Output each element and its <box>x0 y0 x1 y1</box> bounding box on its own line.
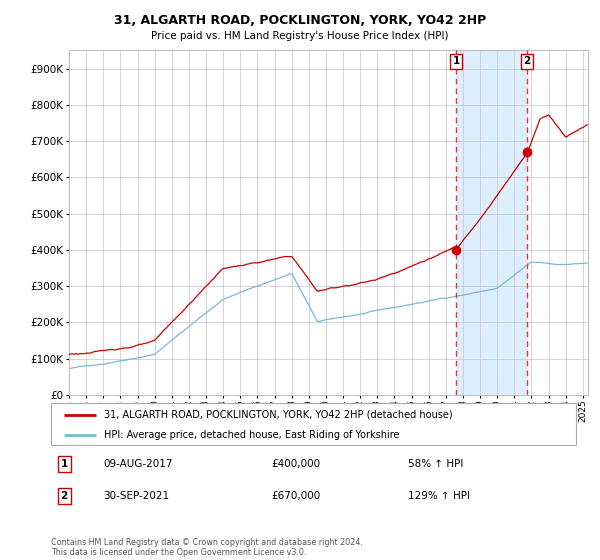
Text: £670,000: £670,000 <box>271 491 321 501</box>
Text: 129% ↑ HPI: 129% ↑ HPI <box>408 491 470 501</box>
Text: 2: 2 <box>524 56 531 66</box>
Text: 30-SEP-2021: 30-SEP-2021 <box>104 491 170 501</box>
Text: 1: 1 <box>61 459 68 469</box>
Text: 31, ALGARTH ROAD, POCKLINGTON, YORK, YO42 2HP (detached house): 31, ALGARTH ROAD, POCKLINGTON, YORK, YO4… <box>104 410 452 420</box>
Text: 1: 1 <box>452 56 460 66</box>
Text: Contains HM Land Registry data © Crown copyright and database right 2024.
This d: Contains HM Land Registry data © Crown c… <box>51 538 363 557</box>
Text: HPI: Average price, detached house, East Riding of Yorkshire: HPI: Average price, detached house, East… <box>104 430 399 440</box>
Text: 09-AUG-2017: 09-AUG-2017 <box>104 459 173 469</box>
Text: Price paid vs. HM Land Registry's House Price Index (HPI): Price paid vs. HM Land Registry's House … <box>151 31 449 41</box>
Text: 31, ALGARTH ROAD, POCKLINGTON, YORK, YO42 2HP: 31, ALGARTH ROAD, POCKLINGTON, YORK, YO4… <box>114 14 486 27</box>
Text: £400,000: £400,000 <box>271 459 320 469</box>
Bar <box>456 50 527 395</box>
Text: 58% ↑ HPI: 58% ↑ HPI <box>408 459 463 469</box>
Text: 2: 2 <box>61 491 68 501</box>
